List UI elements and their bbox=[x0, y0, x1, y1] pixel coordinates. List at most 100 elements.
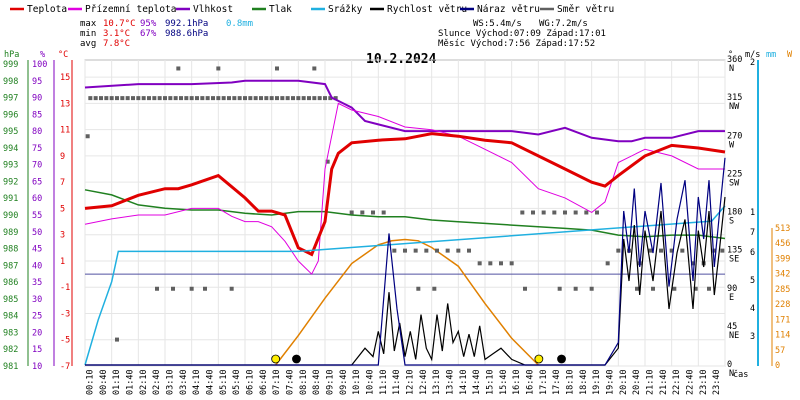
tick-label-humidity: 90 bbox=[32, 94, 42, 104]
wind-direction-point bbox=[691, 261, 695, 266]
wind-direction-point bbox=[171, 286, 175, 291]
stats-row-label: min bbox=[80, 29, 96, 39]
tick-label-pressure: 992 bbox=[3, 177, 18, 187]
tick-label-time: 14:10 bbox=[459, 369, 469, 395]
wind-direction-point bbox=[275, 66, 279, 71]
legend-label: Tlak bbox=[269, 4, 292, 15]
stats-row-label: max bbox=[80, 19, 97, 29]
tick-label-dir-compass: NW bbox=[729, 102, 740, 112]
wind-direction-point bbox=[179, 96, 183, 101]
tick-label-dir-compass: NE bbox=[729, 331, 739, 341]
tick-label-solar: 399 bbox=[775, 254, 790, 264]
tick-label-humidity: 20 bbox=[32, 328, 42, 338]
axis-unit-temp: °C bbox=[58, 50, 68, 60]
tick-label-pressure: 981 bbox=[3, 362, 18, 372]
tick-label-temp: 1 bbox=[60, 257, 65, 267]
legend-label: Srážky bbox=[328, 4, 363, 15]
tick-label-dir-compass: N bbox=[729, 369, 734, 379]
wind-direction-point bbox=[221, 96, 226, 101]
stats-rain: 0.8mm bbox=[226, 19, 253, 29]
wind-direction-point bbox=[317, 96, 322, 101]
wind-direction-point bbox=[227, 96, 231, 101]
tick-label-time: 03:10 bbox=[165, 369, 175, 395]
tick-label-time: 23:10 bbox=[699, 369, 709, 395]
tick-label-temp: 7 bbox=[60, 178, 65, 188]
tick-label-time: 13:40 bbox=[445, 369, 455, 395]
tick-label-humidity: 60 bbox=[32, 194, 42, 204]
stats-row-label: avg bbox=[80, 39, 96, 49]
tick-label-pressure: 997 bbox=[3, 94, 18, 104]
tick-label-humidity: 10 bbox=[32, 362, 42, 372]
tick-label-time: 21:10 bbox=[645, 369, 655, 395]
wind-direction-point bbox=[109, 96, 114, 101]
tick-label-pressure: 984 bbox=[3, 312, 18, 322]
tick-label-time: 07:10 bbox=[272, 369, 282, 395]
wind-speed-series-line bbox=[85, 196, 726, 366]
tick-label-dir: 135 bbox=[727, 246, 742, 256]
stats-temp: 7.8°C bbox=[103, 39, 130, 49]
tick-label-humidity: 100 bbox=[32, 60, 47, 70]
axis-unit-wind: m/s bbox=[745, 50, 760, 60]
wind-direction-point bbox=[693, 286, 698, 291]
tick-label-time: 03:40 bbox=[179, 369, 189, 395]
wind-direction-point bbox=[131, 96, 135, 101]
tick-label-time: 16:10 bbox=[512, 369, 522, 395]
moonset-icon bbox=[557, 354, 566, 364]
tick-label-solar: 342 bbox=[775, 270, 790, 280]
legend-label: Teplota bbox=[27, 4, 67, 15]
tick-label-temp: 13 bbox=[60, 99, 70, 109]
tick-label-temp: 5 bbox=[60, 204, 65, 214]
tick-label-time: 22:10 bbox=[672, 369, 682, 395]
tick-label-humidity: 40 bbox=[32, 261, 42, 271]
wind-direction-point bbox=[456, 248, 461, 253]
tick-label-pressure: 994 bbox=[3, 144, 18, 154]
tick-label-dir-compass: SW bbox=[729, 178, 740, 188]
tick-label-wind: 7 bbox=[750, 228, 755, 238]
tick-label-time: 04:10 bbox=[192, 369, 202, 395]
tick-label-time: 19:10 bbox=[592, 369, 602, 395]
wind-direction-point bbox=[573, 210, 578, 215]
wind-direction-point bbox=[563, 210, 567, 215]
stats-sun: Slunce Východ:07:09 Západ:17:01 bbox=[438, 29, 606, 39]
tick-label-dir: 270 bbox=[727, 131, 742, 141]
tick-label-pressure: 991 bbox=[3, 194, 18, 204]
axis-label-time: čas bbox=[733, 369, 748, 380]
wind-direction-point bbox=[211, 96, 215, 101]
wind-direction-point bbox=[125, 96, 130, 101]
tick-label-time: 18:10 bbox=[565, 369, 575, 395]
tick-label-dir-compass: S bbox=[729, 217, 734, 227]
tick-label-pressure: 985 bbox=[3, 295, 18, 305]
tick-label-solar: 57 bbox=[775, 346, 785, 356]
tick-label-dir-compass: E bbox=[729, 293, 734, 303]
wind-direction-point bbox=[323, 96, 327, 101]
wind-direction-point bbox=[312, 66, 317, 71]
wind-direction-point bbox=[85, 134, 90, 139]
wind-direction-point bbox=[595, 210, 599, 215]
tick-label-time: 04:40 bbox=[205, 369, 215, 395]
wind-direction-point bbox=[243, 96, 247, 101]
tick-label-temp: 3 bbox=[60, 231, 65, 241]
wind-direction-point bbox=[669, 248, 674, 253]
tick-label-pressure: 995 bbox=[3, 127, 18, 137]
tick-label-pressure: 989 bbox=[3, 228, 18, 238]
tick-label-temp: -5 bbox=[60, 336, 70, 346]
wind-direction-point bbox=[445, 248, 450, 253]
wind-direction-point bbox=[88, 96, 93, 101]
tick-label-humidity: 70 bbox=[32, 161, 42, 171]
wind-direction-point bbox=[147, 96, 151, 101]
wind-direction-point bbox=[163, 96, 167, 101]
wind-direction-point bbox=[523, 286, 527, 291]
wind-direction-point bbox=[216, 96, 221, 101]
wind-direction-point bbox=[176, 66, 181, 71]
wind-direction-point bbox=[168, 96, 173, 101]
tick-label-humidity: 85 bbox=[32, 110, 42, 120]
solar-series-line bbox=[275, 238, 539, 366]
tick-label-temp: 11 bbox=[60, 126, 70, 136]
wind-direction-point bbox=[488, 261, 493, 266]
wind-direction-point bbox=[509, 261, 514, 266]
tick-label-time: 23:40 bbox=[712, 369, 722, 395]
tick-label-temp: -3 bbox=[60, 309, 70, 319]
wind-direction-point bbox=[253, 96, 258, 101]
wind-direction-point bbox=[424, 248, 429, 253]
